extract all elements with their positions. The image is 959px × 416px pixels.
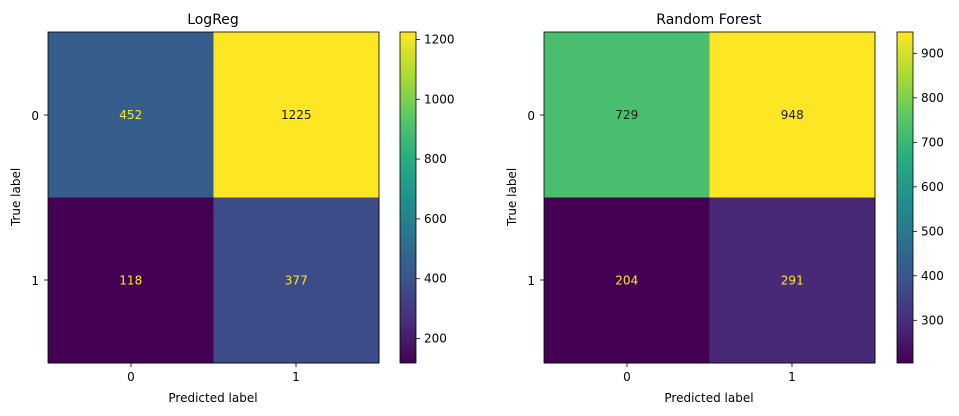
cell-value-label: 204: [615, 273, 638, 287]
y-tick-label: 0: [527, 109, 535, 123]
colorbar-tick-label: 400: [424, 272, 447, 286]
colorbar-ticks: 200 400 600 800 1000 1200: [416, 32, 455, 345]
colorbar-tick-label: 400: [921, 269, 944, 283]
y-axis-label: True label: [9, 168, 23, 227]
x-tick-label: 0: [623, 370, 631, 384]
heatmap-cell: [544, 32, 710, 198]
y-ticks: 0 1: [527, 109, 544, 288]
y-axis-label: True label: [505, 168, 519, 227]
y-tick-label: 0: [31, 109, 39, 123]
x-tick-label: 0: [127, 370, 135, 384]
heatmap-cell: [48, 197, 214, 364]
cell-value-label: 452: [119, 108, 142, 122]
colorbar-gradient: [896, 31, 914, 364]
colorbar-tick-label: 1200: [424, 32, 455, 46]
colorbar-tick-label: 300: [921, 313, 944, 327]
x-tick-label: 1: [292, 370, 300, 384]
confusion-matrix-random-forest: Random Forest 729 948 204 291 0 1 0 1 Predi…: [505, 12, 944, 405]
colorbar-tick-label: 800: [921, 91, 944, 105]
colorbar: 300 400 500 600 700 800 900: [896, 31, 944, 364]
cell-value-label: 377: [285, 273, 308, 287]
colorbar-tick-label: 600: [424, 212, 447, 226]
cell-value-label: 948: [781, 108, 804, 122]
colorbar-tick-label: 500: [921, 224, 944, 238]
x-tick-label: 1: [788, 370, 796, 384]
x-axis-label: Predicted label: [664, 391, 753, 405]
y-tick-label: 1: [31, 274, 39, 288]
confusion-matrix-logreg: LogReg 452 1225 118 377 0 1 0 1 Predicted l…: [9, 12, 455, 405]
colorbar-tick-label: 600: [921, 180, 944, 194]
cell-value-label: 291: [781, 273, 804, 287]
y-ticks: 0 1: [31, 109, 48, 288]
heatmap-cell: [48, 32, 214, 198]
cells: 452 1225 118 377: [48, 32, 380, 364]
colorbar: 200 400 600 800 1000 1200: [399, 31, 455, 364]
y-tick-label: 1: [527, 274, 535, 288]
chart-title: Random Forest: [656, 12, 762, 28]
colorbar-tick-label: 200: [424, 331, 447, 345]
x-ticks: 0 1: [623, 363, 796, 384]
heatmap-cell: [213, 197, 380, 364]
heatmap-cell: [544, 197, 710, 364]
plot-frame: [543, 31, 876, 364]
colorbar-ticks: 300 400 500 600 700 800 900: [913, 46, 944, 327]
cell-value-label: 729: [615, 108, 638, 122]
heatmap-cell: [213, 32, 380, 198]
heatmap-cell: [709, 197, 876, 364]
x-axis-label: Predicted label: [168, 391, 257, 405]
heatmap-cell: [709, 32, 876, 198]
colorbar-tick-label: 1000: [424, 92, 455, 106]
chart-title: LogReg: [187, 12, 239, 28]
colorbar-tick-label: 900: [921, 46, 944, 60]
colorbar-tick-label: 800: [424, 152, 447, 166]
cell-value-label: 118: [119, 273, 142, 287]
plot-frame: [47, 31, 380, 364]
cells: 729 948 204 291: [544, 32, 876, 364]
colorbar-gradient: [399, 31, 417, 364]
x-ticks: 0 1: [127, 363, 300, 384]
cell-value-label: 1225: [281, 108, 312, 122]
colorbar-tick-label: 700: [921, 135, 944, 149]
